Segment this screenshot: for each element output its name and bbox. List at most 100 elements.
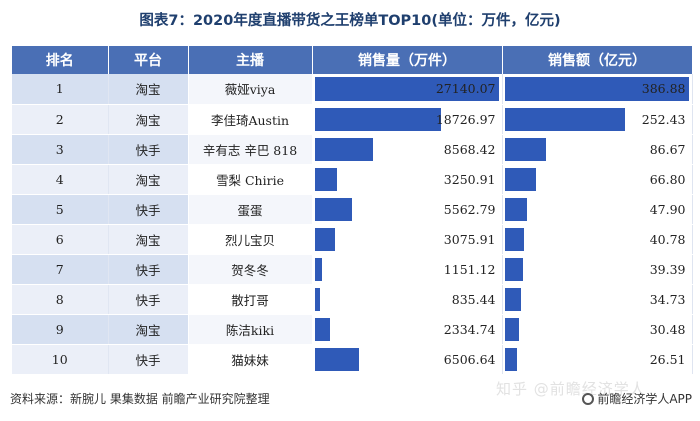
table-row: 7 快手 贺冬冬 1151.12 39.39 <box>12 254 693 285</box>
table-row: 5 快手 蛋蛋 5562.79 47.90 <box>12 194 693 225</box>
ranking-table: 排名 平台 主播 销售量（万件） 销售额（亿元） 1 淘宝 薇娅viya 27140.… <box>12 46 693 375</box>
cell-amount-bar <box>504 227 524 251</box>
cell-rank: 1 <box>12 74 109 105</box>
cell-rank: 9 <box>12 314 109 345</box>
cell-volume-value: 27140.07 <box>435 81 496 96</box>
header-amount: 销售额（亿元） <box>502 46 693 74</box>
cell-amount-bar <box>504 107 625 131</box>
brand-name: 前瞻经济学人APP <box>597 392 692 406</box>
cell-amount-bar <box>504 257 524 281</box>
cell-rank: 6 <box>12 224 109 255</box>
cell-platform: 淘宝 <box>108 74 189 105</box>
cell-platform: 快手 <box>108 344 189 375</box>
cell-volume: 2334.74 <box>312 314 503 345</box>
cell-host: 陈洁kiki <box>188 314 313 345</box>
header-rank: 排名 <box>12 46 109 74</box>
cell-amount: 26.51 <box>502 344 693 375</box>
cell-amount-value: 34.73 <box>649 291 686 307</box>
cell-volume: 5562.79 <box>312 194 503 225</box>
table-row: 3 快手 辛有志 辛巴 818 8568.42 86.67 <box>12 134 693 165</box>
cell-amount-bar <box>504 137 546 161</box>
brand-label: 前瞻经济学人APP <box>582 390 692 407</box>
cell-volume-bar <box>314 107 442 131</box>
cell-amount: 40.78 <box>502 224 693 255</box>
source-note: 资料来源：新腕儿 果集数据 前瞻产业研究院整理 <box>10 392 270 406</box>
header-volume: 销售量（万件） <box>312 46 503 74</box>
cell-platform: 淘宝 <box>108 104 189 135</box>
cell-volume: 3250.91 <box>312 164 503 195</box>
cell-amount-value: 40.78 <box>649 231 686 247</box>
cell-amount: 30.48 <box>502 314 693 345</box>
cell-platform: 淘宝 <box>108 164 189 195</box>
cell-volume: 6506.64 <box>312 344 503 375</box>
cell-volume-value: 3075.91 <box>443 231 496 247</box>
cell-amount-bar <box>504 317 519 341</box>
cell-platform: 快手 <box>108 284 189 315</box>
cell-volume: 8568.42 <box>312 134 503 165</box>
cell-volume-value: 6506.64 <box>443 351 496 367</box>
cell-amount: 47.90 <box>502 194 693 225</box>
cell-platform: 淘宝 <box>108 314 189 345</box>
cell-amount: 86.67 <box>502 134 693 165</box>
cell-host: 薇娅viya <box>188 74 313 105</box>
cell-volume-bar <box>314 197 353 221</box>
brand-logo-icon <box>582 393 595 405</box>
table-row: 10 快手 猫妹妹 6506.64 26.51 <box>12 344 693 375</box>
cell-amount: 34.73 <box>502 284 693 315</box>
cell-amount-bar <box>504 167 537 191</box>
cell-platform: 快手 <box>108 134 189 165</box>
cell-amount-value: 386.88 <box>641 81 686 96</box>
cell-host: 散打哥 <box>188 284 313 315</box>
cell-host: 雪梨 Chirie <box>188 164 313 195</box>
cell-rank: 3 <box>12 134 109 165</box>
cell-rank: 10 <box>12 344 109 375</box>
cell-volume-bar <box>314 347 359 371</box>
cell-amount: 66.80 <box>502 164 693 195</box>
table-row: 6 淘宝 烈儿宝贝 3075.91 40.78 <box>12 224 693 255</box>
cell-platform: 快手 <box>108 254 189 285</box>
cell-volume-bar <box>314 137 373 161</box>
cell-volume-value: 3250.91 <box>443 171 496 187</box>
cell-volume: 18726.97 <box>312 104 503 135</box>
watermark-text: 知乎 @前瞻经济学人 <box>496 380 646 398</box>
cell-amount-bar <box>504 287 522 311</box>
cell-amount-value: 39.39 <box>649 261 686 277</box>
cell-amount-value: 252.43 <box>641 111 686 127</box>
table-row: 2 淘宝 李佳琦Austin 18726.97 252.43 <box>12 104 693 135</box>
page-title: 图表7：2020年度直播带货之王榜单TOP10(单位：万件，亿元) <box>139 13 561 29</box>
cell-volume-value: 18726.97 <box>435 111 496 127</box>
table-row: 1 淘宝 薇娅viya 27140.07 386.88 <box>12 74 693 105</box>
cell-volume-bar <box>314 167 337 191</box>
cell-volume: 835.44 <box>312 284 503 315</box>
cell-host: 贺冬冬 <box>188 254 313 285</box>
cell-volume-bar <box>314 287 321 311</box>
cell-amount: 252.43 <box>502 104 693 135</box>
table-row: 4 淘宝 雪梨 Chirie 3250.91 66.80 <box>12 164 693 195</box>
cell-amount-value: 66.80 <box>649 171 686 187</box>
cell-volume-value: 2334.74 <box>443 321 496 337</box>
cell-rank: 5 <box>12 194 109 225</box>
cell-rank: 2 <box>12 104 109 135</box>
cell-volume-value: 1151.12 <box>443 261 496 277</box>
cell-rank: 4 <box>12 164 109 195</box>
cell-rank: 7 <box>12 254 109 285</box>
cell-platform: 快手 <box>108 194 189 225</box>
cell-volume-value: 835.44 <box>451 291 496 307</box>
header-host: 主播 <box>188 46 313 74</box>
cell-host: 猫妹妹 <box>188 344 313 375</box>
cell-rank: 8 <box>12 284 109 315</box>
table-row: 8 快手 散打哥 835.44 34.73 <box>12 284 693 315</box>
cell-volume-bar <box>314 257 323 281</box>
cell-host: 李佳琦Austin <box>188 104 313 135</box>
cell-host: 蛋蛋 <box>188 194 313 225</box>
cell-volume: 1151.12 <box>312 254 503 285</box>
table-header-row: 排名 平台 主播 销售量（万件） 销售额（亿元） <box>12 46 693 74</box>
cell-volume-value: 5562.79 <box>443 201 496 217</box>
cell-volume: 27140.07 <box>312 74 503 105</box>
cell-amount-bar <box>504 77 689 101</box>
cell-amount-value: 86.67 <box>649 141 686 157</box>
cell-amount: 39.39 <box>502 254 693 285</box>
cell-volume-bar <box>314 227 336 251</box>
cell-amount-value: 47.90 <box>649 201 686 217</box>
cell-amount: 386.88 <box>502 74 693 105</box>
